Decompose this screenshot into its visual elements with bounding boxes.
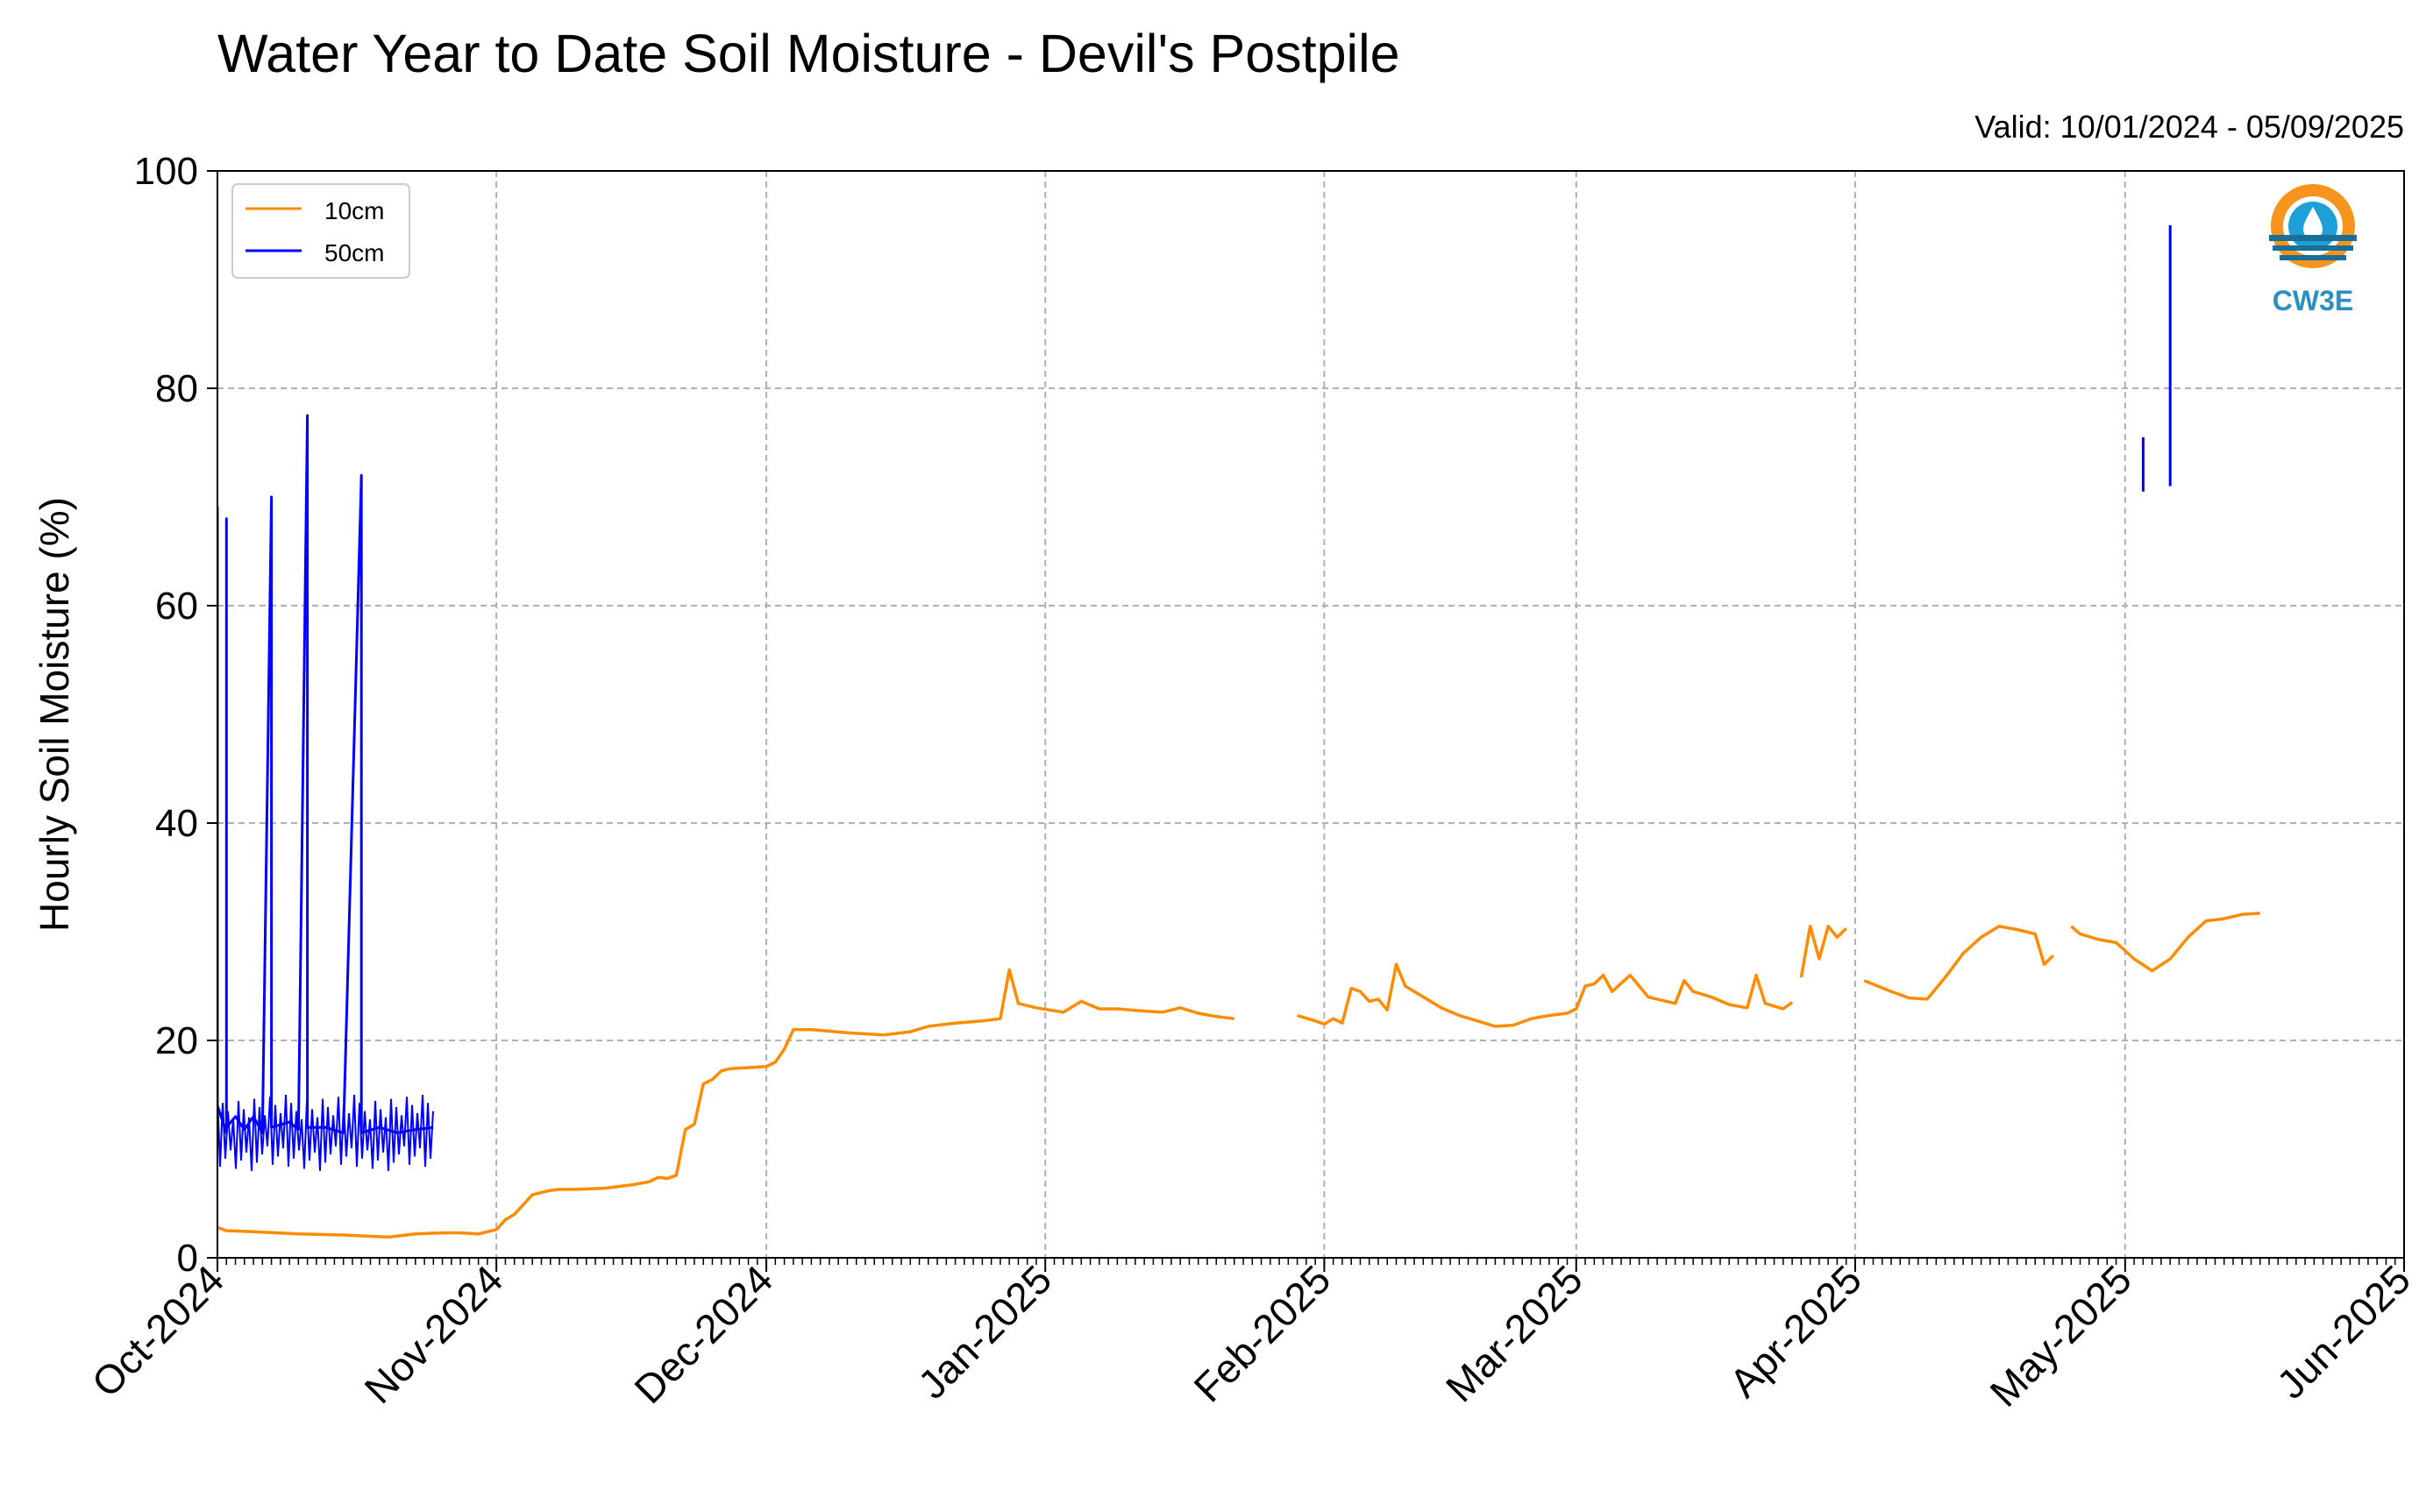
logo-wave-2 [2273,245,2353,251]
series-50cm-line [217,414,434,1134]
series-10cm-line [217,968,1235,1239]
x-tick-label: Mar-2025 [1437,1256,1591,1410]
x-tick-label: Nov-2024 [355,1256,511,1412]
y-tick-label: 80 [155,367,198,410]
y-tick-label: 0 [177,1237,198,1280]
grid-lines [217,171,2404,1258]
x-tick-label: Apr-2025 [1720,1256,1870,1406]
data-series [217,225,2260,1239]
series-10cm-line [2070,912,2260,973]
series-10cm-line [1863,925,2054,1001]
x-tick-label: Jun-2025 [2268,1256,2419,1407]
axis-ticks: 0 20 40 60 80 100 Oct-2024 Nov-2024 Dec-2024 Jan-… [83,150,2420,1416]
x-tick-label: Oct-2024 [83,1256,233,1406]
x-tick-label: Feb-2025 [1185,1256,1339,1410]
legend-label-50cm: 50cm [324,239,384,266]
series-50cm-oscillation [217,1094,434,1171]
legend: 10cm 50cm [231,183,410,279]
legend-label-10cm: 10cm [324,197,384,224]
logo-text: CW3E [2273,285,2353,316]
chart-title: Water Year to Date Soil Moisture - Devil… [217,24,1400,83]
series-10cm-line [1297,962,1794,1028]
x-tick-label: May-2025 [1981,1256,2139,1415]
y-axis-label: Hourly Soil Moisture (%) [32,497,77,932]
y-tick-label: 40 [155,802,198,845]
water-drop-icon [2303,207,2323,239]
y-tick-label: 20 [155,1019,198,1062]
chart-subtitle: Valid: 10/01/2024 - 05/09/2025 [1974,109,2404,145]
x-tick-label: Dec-2024 [625,1256,781,1412]
logo-wave-1 [2269,235,2357,241]
x-tick-label: Jan-2025 [909,1256,1060,1407]
y-tick-label: 100 [134,150,198,193]
y-tick-label: 60 [155,585,198,628]
logo-wave-3 [2280,255,2346,260]
cw3e-logo: CW3E [2269,184,2357,316]
plot-frame [217,170,2405,1259]
series-10cm-line [1799,925,1847,978]
